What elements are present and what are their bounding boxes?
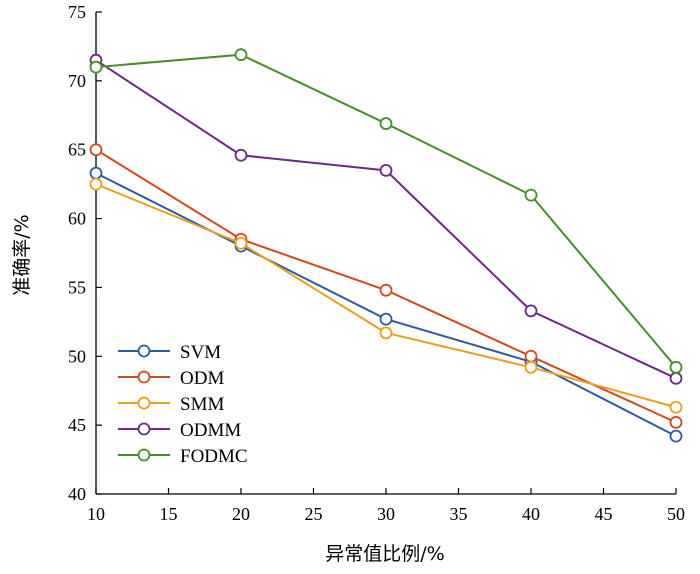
y-tick-label: 75 (68, 2, 86, 22)
data-point (89, 177, 103, 191)
legend-item: SMM (118, 394, 224, 415)
legend-label: FODMC (180, 446, 248, 467)
series-odmm (89, 53, 683, 385)
x-tick-label: 25 (305, 504, 323, 524)
data-point (89, 60, 103, 74)
data-point (524, 349, 538, 363)
x-tick-label: 45 (595, 504, 613, 524)
data-point (669, 415, 683, 429)
x-tick-label: 35 (450, 504, 468, 524)
data-point (669, 360, 683, 374)
y-tick-label: 55 (68, 277, 86, 297)
series-odm (89, 143, 683, 429)
y-tick-label: 50 (68, 346, 86, 366)
data-point (524, 188, 538, 202)
data-point (379, 326, 393, 340)
legend-item: FODMC (118, 446, 248, 467)
legend-marker (137, 370, 151, 384)
y-tick-label: 60 (68, 209, 86, 229)
data-point (379, 312, 393, 326)
data-point (234, 48, 248, 62)
data-point (524, 304, 538, 318)
x-tick-label: 50 (667, 504, 685, 524)
legend-item: ODMM (118, 420, 241, 441)
x-axis-label: 异常值比例/% (325, 543, 444, 565)
x-tick-label: 30 (377, 504, 395, 524)
data-point (234, 148, 248, 162)
x-tick-label: 40 (522, 504, 540, 524)
data-point (524, 360, 538, 374)
x-tick-label: 15 (160, 504, 178, 524)
series-smm (89, 177, 683, 414)
legend-label: SMM (180, 394, 224, 415)
y-tick-label: 40 (68, 484, 86, 504)
data-point (669, 429, 683, 443)
data-point (669, 371, 683, 385)
x-tick-label: 20 (232, 504, 250, 524)
legend-marker (137, 396, 151, 410)
legend-marker (137, 422, 151, 436)
legend-label: SVM (180, 342, 221, 363)
legend: SVM ODM SMM ODMM FODMC (118, 342, 248, 467)
legend-item: SVM (118, 342, 221, 363)
axes: 10 15 20 25 30 35 40 45 50 40 45 50 55 60 65 70 75 (68, 2, 685, 524)
legend-item: ODM (118, 368, 224, 389)
data-point (234, 236, 248, 250)
legend-label: ODMM (180, 420, 241, 441)
series-fodmc (89, 48, 683, 374)
data-point (89, 143, 103, 157)
data-point (379, 163, 393, 177)
legend-label: ODM (180, 368, 224, 389)
data-point (669, 400, 683, 414)
y-axis-label: 准确率/% (11, 214, 33, 295)
legend-marker (137, 344, 151, 358)
legend-marker (137, 448, 151, 462)
y-tick-label: 45 (68, 415, 86, 435)
x-tick-label: 10 (87, 504, 105, 524)
data-point (89, 166, 103, 180)
data-point (379, 117, 393, 130)
series-layer (89, 48, 683, 443)
y-tick-label: 70 (68, 71, 86, 91)
data-point (379, 283, 393, 297)
y-tick-label: 65 (68, 140, 86, 160)
